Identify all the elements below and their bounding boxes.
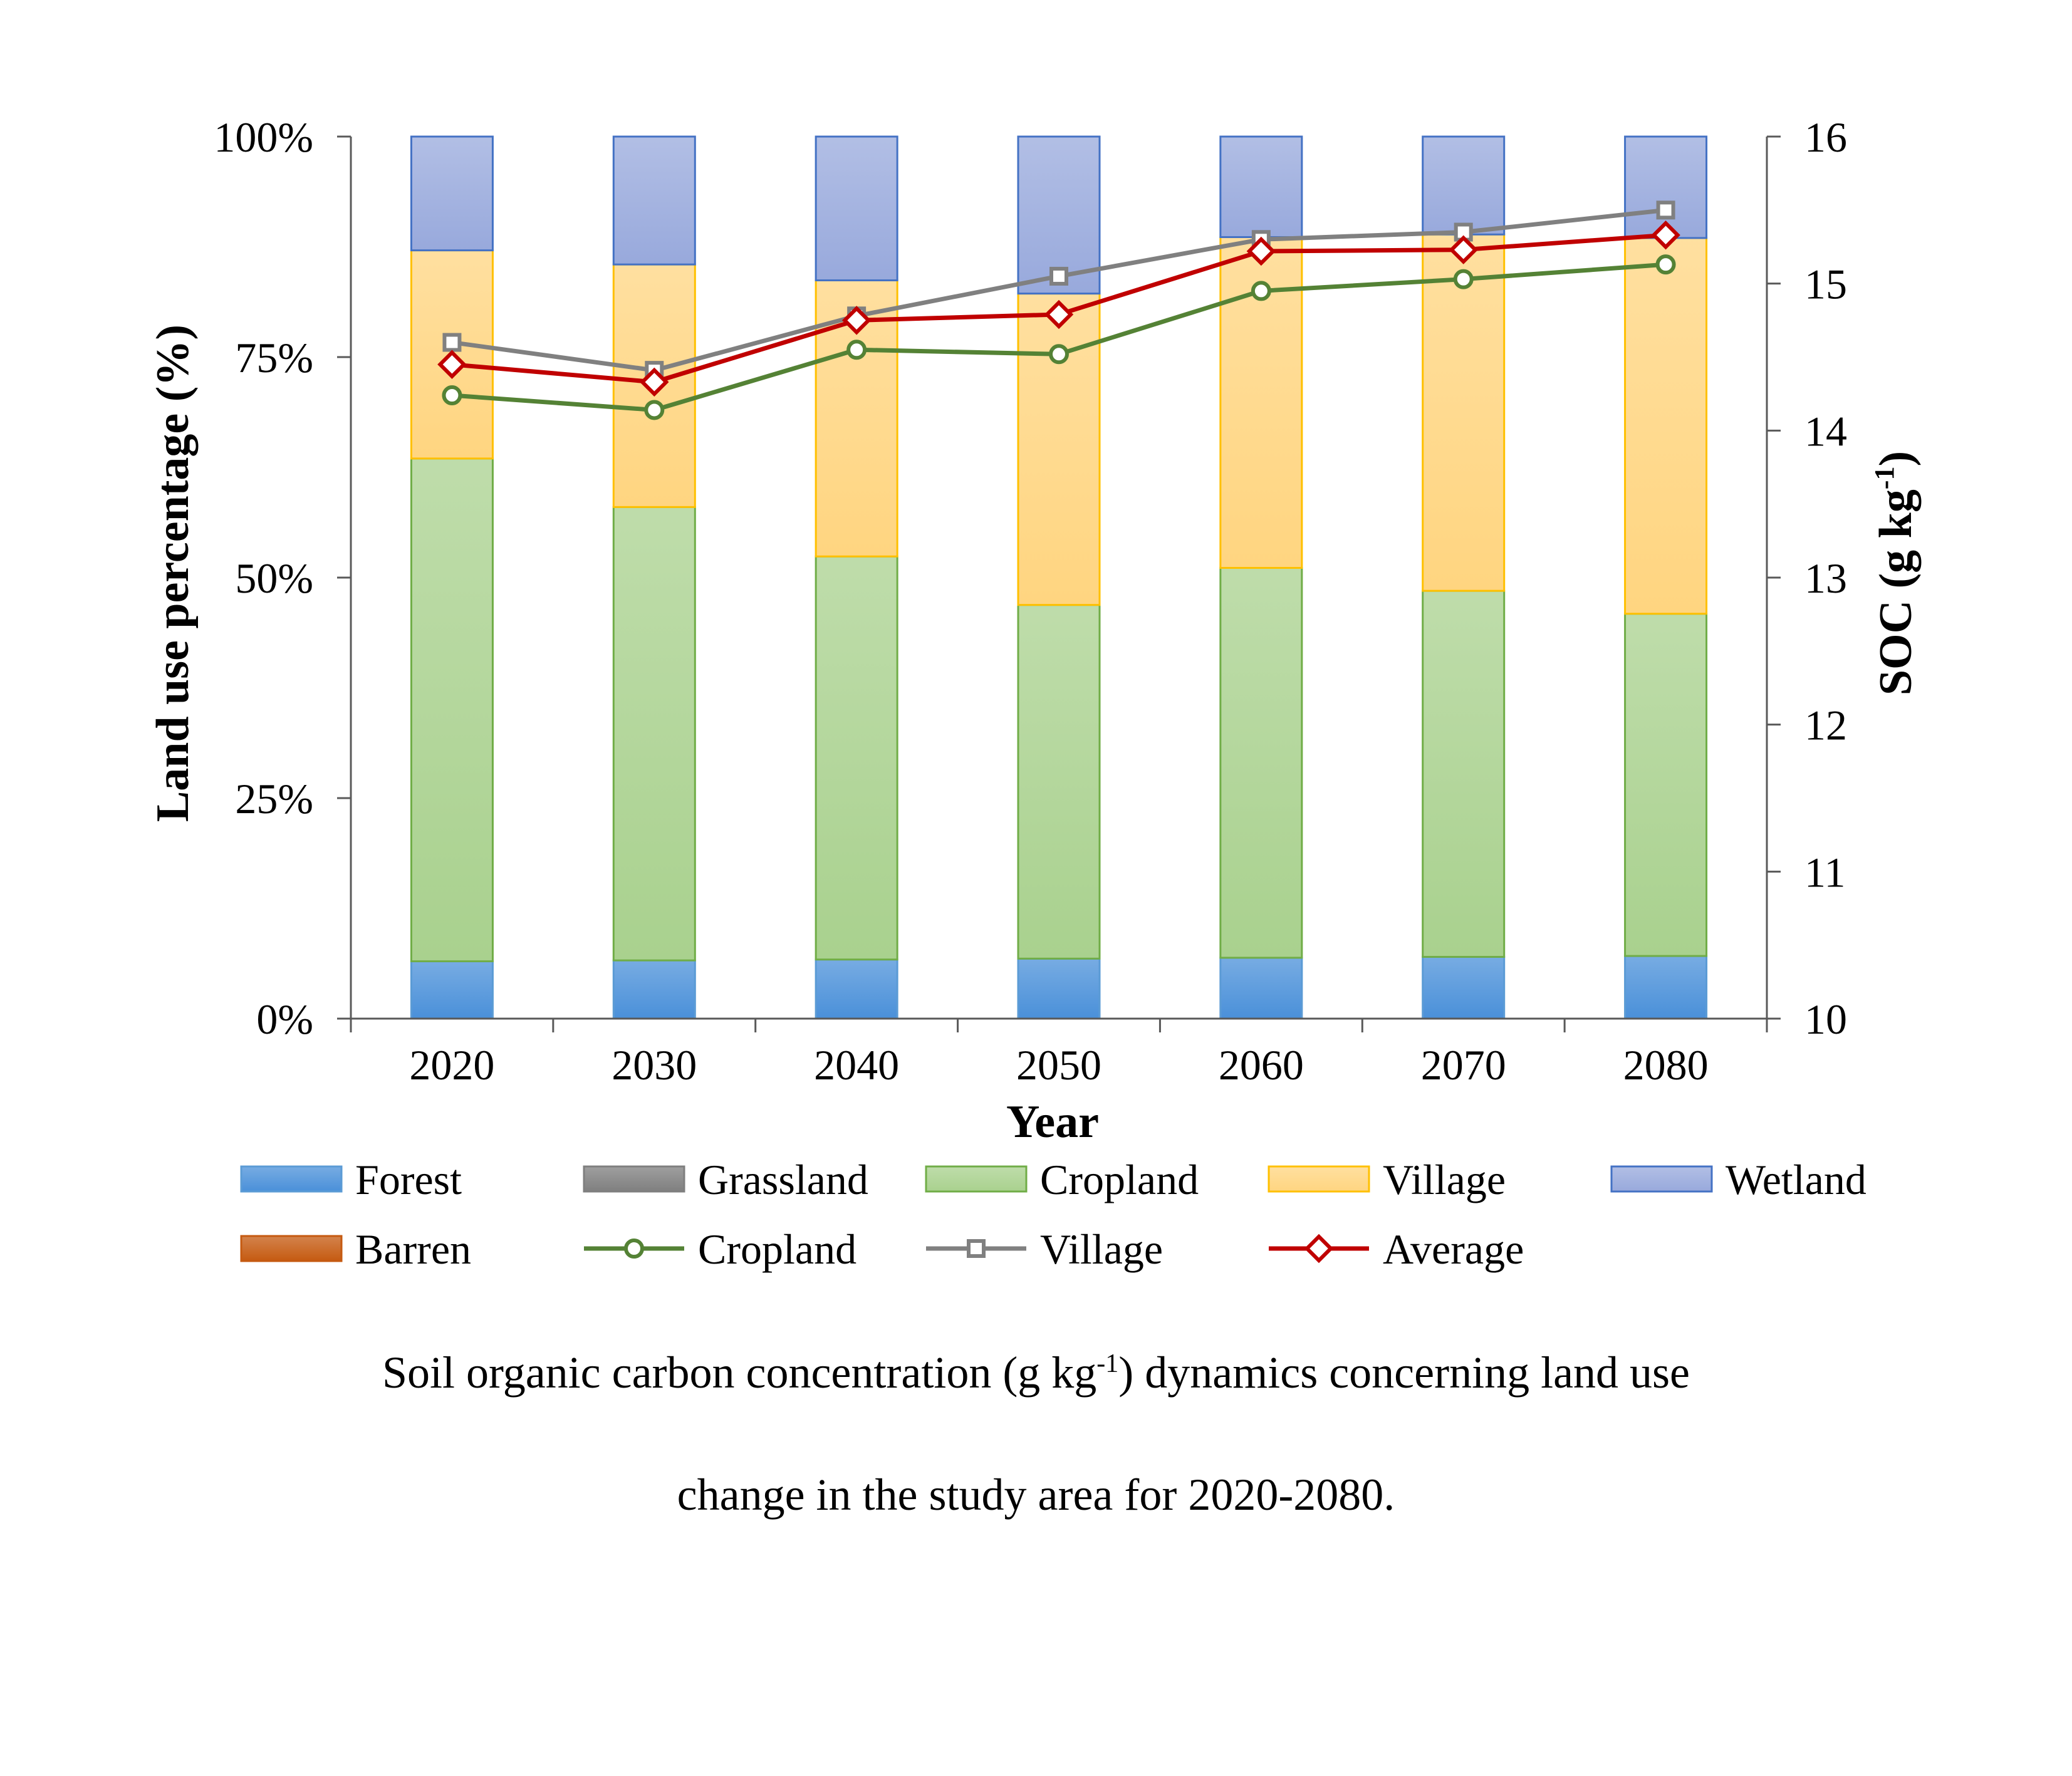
point-average-soc-2060 bbox=[1246, 236, 1276, 266]
legend-label-wetland: Wetland bbox=[1726, 1156, 1866, 1203]
point-average-soc-2080 bbox=[1651, 220, 1680, 250]
secondary-y-tick-label: 11 bbox=[1804, 848, 1845, 896]
bar-forest-2030 bbox=[612, 959, 696, 1020]
legend-swatch-barren bbox=[240, 1235, 343, 1262]
bar-forest-2020 bbox=[410, 960, 494, 1020]
y-axis-title: Land use percentage (%) bbox=[147, 325, 199, 822]
secondary-y-tick-label: 13 bbox=[1804, 554, 1847, 602]
bar-forest-2040 bbox=[815, 958, 898, 1020]
bar-village-2080 bbox=[1624, 237, 1708, 615]
legend-label-cropland: Cropland bbox=[1040, 1156, 1199, 1203]
point-average-soc-2030 bbox=[640, 367, 669, 397]
axes-layer: 0% 25% 50% 75% 100% 10 11 12 13 14 15 16 2020 2030 204… bbox=[214, 113, 1847, 1089]
y-tick-label: 0% bbox=[256, 995, 313, 1043]
lines-layer bbox=[437, 200, 1680, 420]
point-cropland-soc-2070 bbox=[1453, 269, 1474, 289]
x-tick-label: 2080 bbox=[1623, 1041, 1709, 1089]
legend-marker-village-soc bbox=[967, 1239, 986, 1258]
point-village-soc-2050 bbox=[1049, 266, 1068, 286]
point-cropland-soc-2040 bbox=[846, 340, 867, 360]
point-cropland-soc-2030 bbox=[644, 400, 665, 420]
bar-forest-2080 bbox=[1624, 955, 1708, 1020]
legend-swatch-grassland bbox=[583, 1165, 685, 1193]
x-tick-label: 2040 bbox=[814, 1041, 899, 1089]
bar-village-2050 bbox=[1017, 293, 1101, 606]
bar-cropland-2020 bbox=[410, 457, 494, 962]
legend-label-cropland: Cropland bbox=[698, 1225, 856, 1273]
secondary-y-axis-title-end: ) bbox=[1870, 451, 1922, 467]
bar-wetland-2040 bbox=[815, 135, 898, 282]
secondary-y-axis-title-sup: -1 bbox=[1869, 467, 1900, 490]
bars-layer bbox=[410, 135, 1708, 1020]
point-average-soc-2020 bbox=[437, 350, 467, 379]
caption-line1-sup: -1 bbox=[1096, 1349, 1119, 1378]
point-cropland-soc-2050 bbox=[1049, 344, 1069, 365]
point-village-soc-2020 bbox=[442, 333, 462, 352]
x-tick-label: 2030 bbox=[612, 1041, 697, 1089]
legend-label-forest: Forest bbox=[355, 1156, 462, 1203]
legend-label-barren: Barren bbox=[355, 1225, 471, 1273]
bar-wetland-2020 bbox=[410, 135, 494, 252]
bar-cropland-2080 bbox=[1624, 613, 1708, 957]
bar-cropland-2030 bbox=[612, 506, 696, 962]
bar-wetland-2060 bbox=[1219, 135, 1303, 239]
bar-cropland-2070 bbox=[1422, 589, 1506, 958]
secondary-y-tick-label: 14 bbox=[1804, 407, 1847, 455]
legend-swatch-village bbox=[1268, 1165, 1370, 1193]
point-average-soc-2040 bbox=[841, 306, 872, 335]
legend-swatch-forest bbox=[240, 1165, 343, 1193]
legend-label-grassland: Grassland bbox=[698, 1156, 868, 1203]
point-average-soc-2070 bbox=[1449, 235, 1478, 264]
figure-caption-line-2: change in the study area for 2020-2080. bbox=[677, 1470, 1395, 1520]
bar-village-2070 bbox=[1422, 233, 1506, 592]
x-tick-label: 2050 bbox=[1016, 1041, 1101, 1089]
labels-layer: Land use percentage (%) SOC (g kg-1) Yea… bbox=[147, 325, 1922, 1148]
legend-label-village: Village bbox=[1040, 1225, 1163, 1273]
y-tick-label: 25% bbox=[235, 775, 313, 823]
secondary-y-tick-label: 15 bbox=[1804, 261, 1847, 308]
bar-cropland-2060 bbox=[1219, 567, 1303, 959]
legend-label-village: Village bbox=[1383, 1156, 1506, 1203]
bar-wetland-2070 bbox=[1422, 135, 1506, 236]
secondary-y-tick-label: 12 bbox=[1804, 702, 1847, 749]
caption-line1-a: Soil organic carbon concentration (g kg bbox=[382, 1348, 1097, 1398]
bar-forest-2070 bbox=[1422, 955, 1506, 1020]
bar-forest-2060 bbox=[1219, 957, 1303, 1020]
legend-marker-cropland-soc bbox=[624, 1239, 644, 1259]
x-axis-title: Year bbox=[1006, 1096, 1099, 1148]
secondary-y-axis-title-main: SOC (g kg bbox=[1870, 489, 1922, 695]
y-tick-label: 100% bbox=[214, 113, 313, 161]
secondary-y-tick-label: 10 bbox=[1804, 995, 1847, 1043]
bar-cropland-2050 bbox=[1017, 604, 1101, 960]
legend-swatch-wetland bbox=[1610, 1165, 1713, 1193]
legend: Forest Grassland Cropland Village Wetland Bar… bbox=[240, 1156, 1866, 1273]
point-village-soc-2080 bbox=[1656, 200, 1675, 220]
point-cropland-soc-2020 bbox=[442, 385, 462, 406]
bar-forest-2050 bbox=[1017, 957, 1101, 1020]
point-average-soc-2050 bbox=[1044, 299, 1074, 330]
bar-wetland-2030 bbox=[612, 135, 696, 266]
point-cropland-soc-2080 bbox=[1655, 254, 1676, 275]
figure-caption-line-1: Soil organic carbon concentration (g kg-… bbox=[0, 1347, 2072, 1399]
y-tick-label: 75% bbox=[235, 334, 313, 382]
secondary-y-axis-title: SOC (g kg-1) bbox=[1869, 451, 1922, 695]
legend-swatch-cropland bbox=[925, 1165, 1028, 1193]
x-tick-label: 2020 bbox=[409, 1041, 494, 1089]
y-tick-label: 50% bbox=[235, 554, 313, 602]
legend-label-average: Average bbox=[1383, 1225, 1524, 1273]
legend-marker-average-soc bbox=[1304, 1233, 1334, 1264]
point-cropland-soc-2060 bbox=[1251, 281, 1271, 301]
caption-line1-b: ) dynamics concerning land use bbox=[1118, 1348, 1690, 1398]
bar-cropland-2040 bbox=[815, 555, 898, 961]
x-tick-label: 2060 bbox=[1219, 1041, 1304, 1089]
x-tick-label: 2070 bbox=[1421, 1041, 1506, 1089]
secondary-y-tick-label: 16 bbox=[1804, 113, 1847, 161]
